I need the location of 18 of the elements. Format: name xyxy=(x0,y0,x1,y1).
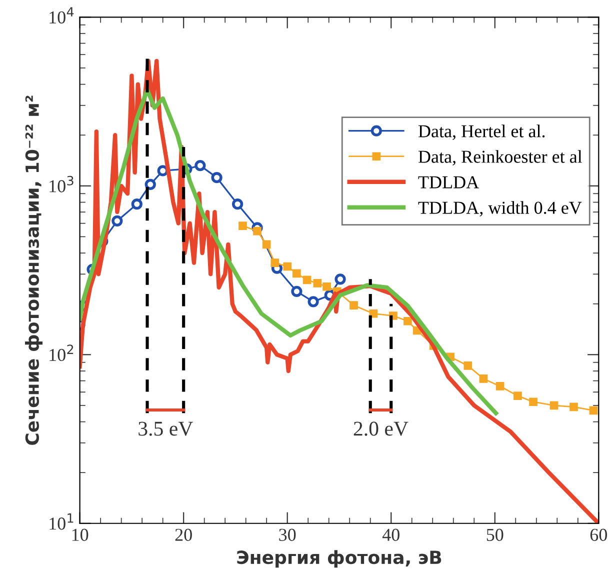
x-tick-label: 20 xyxy=(175,528,192,541)
x-tick-label: 30 xyxy=(279,528,296,541)
annotation: 3.5 eV xyxy=(138,422,193,436)
y-tick-label: 10$^{4}$ xyxy=(50,7,74,24)
x-tick-label: 50 xyxy=(486,528,504,541)
legend-label: Data, Hertel et al. xyxy=(418,124,545,140)
legend-label: Data, Reinkoester et al xyxy=(418,150,582,166)
legend-label: TDLDA xyxy=(418,176,479,188)
y-tick-label: 10$^{1}$ xyxy=(50,513,74,530)
y-axis-title: Сечение фотоионизации, 10⁻²² м² xyxy=(25,96,42,445)
x-tick-label: 60 xyxy=(590,528,607,541)
y-tick-label: 10$^{3}$ xyxy=(50,176,74,192)
x-tick-label: 10 xyxy=(72,528,88,541)
legend-label: TDLDA, width 0.4 eV xyxy=(418,201,582,216)
x-tick-label: 40 xyxy=(382,528,400,541)
x-axis-title: Энергия фотона, эВ xyxy=(237,550,442,568)
annotation: 2.0 eV xyxy=(354,422,408,436)
y-tick-label: 10$^{2}$ xyxy=(50,344,74,362)
